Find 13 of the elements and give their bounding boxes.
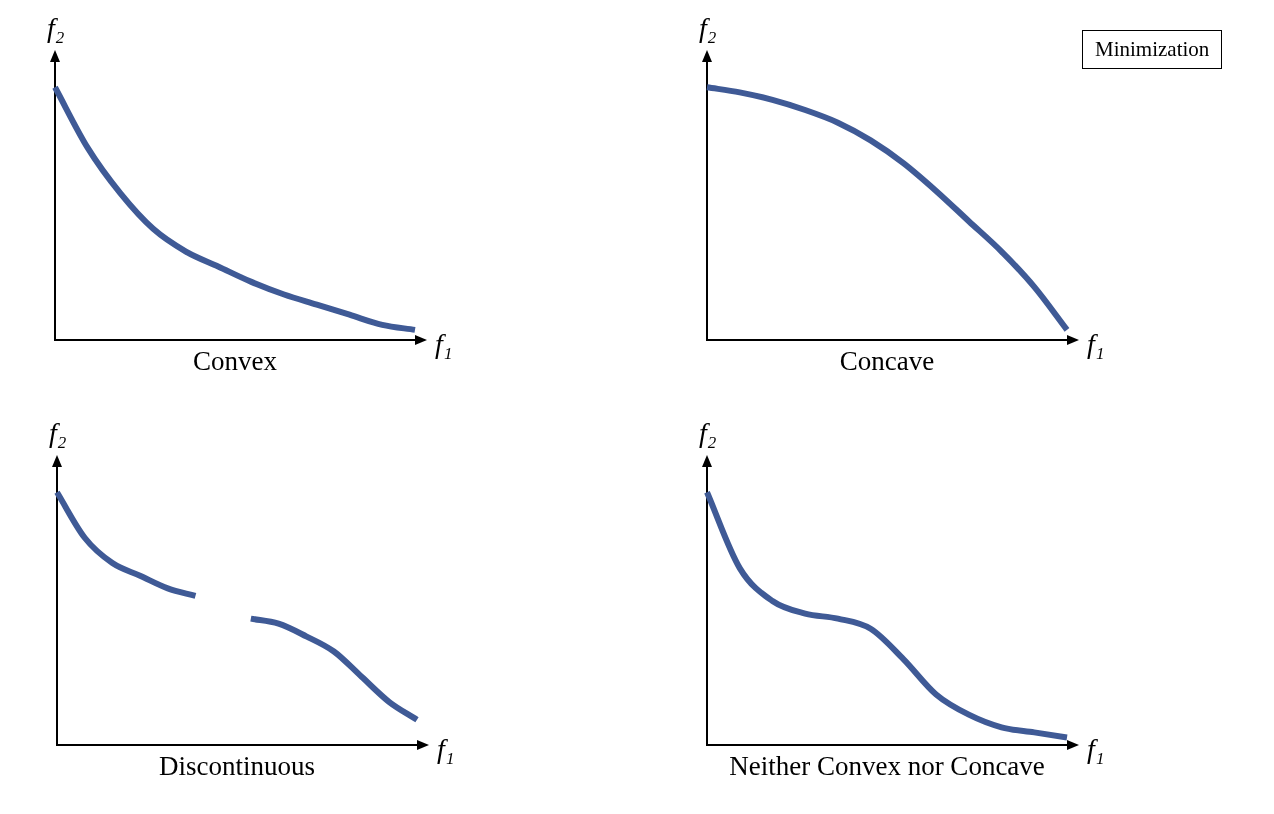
- y-axis-title: f₂: [47, 12, 65, 43]
- x-axis-title: f₁: [435, 328, 453, 359]
- x-axis-title: f₁: [1087, 733, 1105, 764]
- y-axis-title: f₂: [699, 417, 717, 448]
- y-axis-title: f₂: [699, 12, 717, 43]
- y-axis-title: f₂: [49, 417, 67, 448]
- text: Convex: [193, 346, 277, 376]
- text: Discontinuous: [158, 751, 316, 781]
- text: Neither Convex nor Concave: [729, 751, 1045, 781]
- text: Minimization: [1082, 30, 1223, 69]
- text: Concave: [839, 346, 935, 376]
- x-axis-title: f₁: [437, 733, 455, 764]
- x-axis-title: f₁: [1087, 328, 1105, 359]
